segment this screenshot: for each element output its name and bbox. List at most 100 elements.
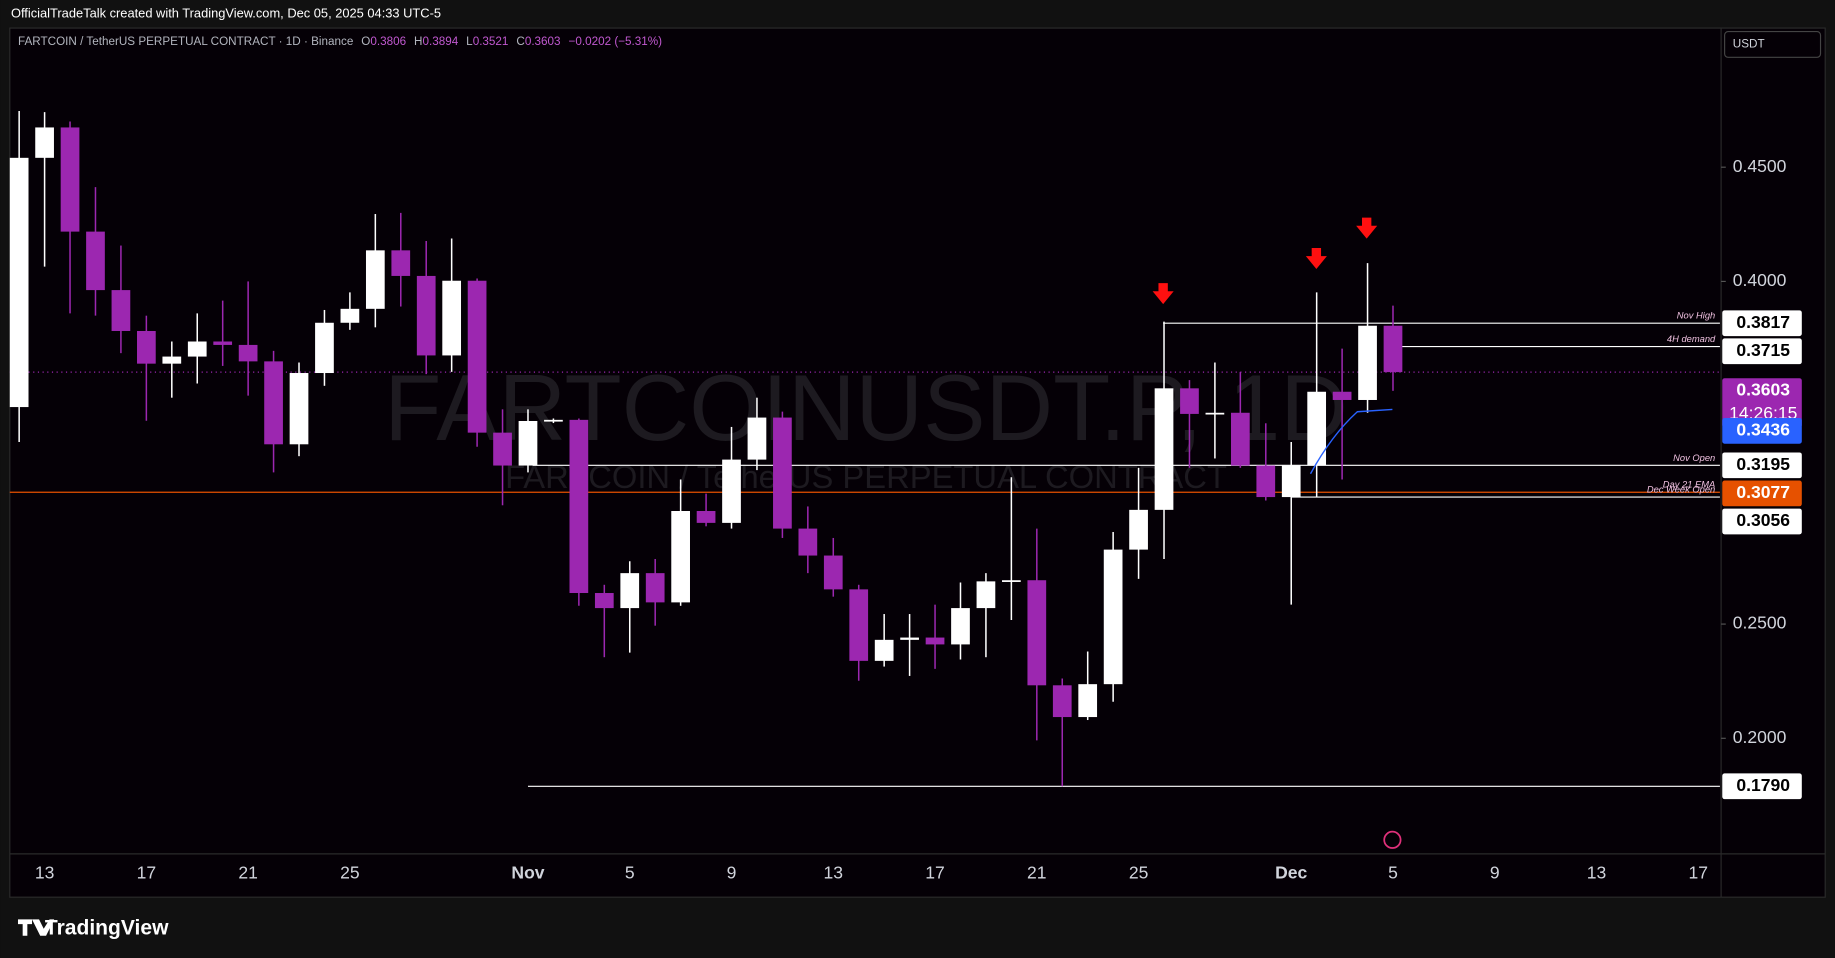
legend-change: −0.0202 (−5.31%) <box>569 35 663 48</box>
price-label: 0.3077 <box>1736 482 1790 502</box>
candle-body <box>1205 412 1225 415</box>
price-label-box <box>1722 480 1802 507</box>
x-tick-label: 9 <box>1490 862 1500 882</box>
candle-body <box>111 290 131 331</box>
candle-body <box>594 593 614 609</box>
price-label-box <box>1722 378 1802 428</box>
candle-body <box>1103 549 1123 685</box>
x-tick-label: 13 <box>35 862 55 882</box>
candle-body <box>493 432 512 466</box>
legend-value: 0.3603 <box>525 35 561 48</box>
header-text: OfficialTradeTalk created with TradingVi… <box>11 5 441 20</box>
arrow <box>1305 247 1327 270</box>
candle-body <box>1332 391 1352 400</box>
y-tick-label: 0.4500 <box>1733 156 1787 176</box>
candle-body <box>467 280 487 433</box>
plot-area: 0.4500 0.4000 0.2500 0.2000 13 17 21 25 Nov 5 9 13 1… <box>9 110 1802 882</box>
legend-label: L <box>466 35 473 48</box>
candle-body <box>1281 465 1301 498</box>
x-tick-label: Dec <box>1275 862 1307 882</box>
candle-body <box>1002 580 1021 582</box>
candle-body <box>416 275 436 356</box>
candle-body <box>1230 412 1250 466</box>
level-name: Dec Week Open <box>1647 485 1715 495</box>
chart-panel <box>9 27 1826 898</box>
price-label-box <box>1722 773 1802 800</box>
x-tick-label: 17 <box>137 862 157 882</box>
brand-logo <box>17 919 55 936</box>
x-tick-label: 21 <box>238 862 258 882</box>
price-label-box <box>1722 417 1802 444</box>
candle-body <box>289 373 309 445</box>
candle-body <box>773 417 792 529</box>
price-label-box <box>1722 338 1802 365</box>
brand: TradingView <box>45 916 169 939</box>
price-label-box <box>1722 310 1802 337</box>
candle-body <box>187 341 207 357</box>
price-label: 0.3195 <box>1736 454 1790 474</box>
candle-body <box>1052 685 1072 718</box>
watermark-subtitle: FARTCOIN / TetherUS PERPETUAL CONTRACT <box>505 458 1227 495</box>
candle-body <box>1154 388 1174 510</box>
y-tick-label: 0.4000 <box>1733 270 1787 290</box>
candle-body <box>747 417 767 460</box>
level-name: Nov Open <box>1673 453 1715 463</box>
y-tick-label: 0.2000 <box>1733 727 1787 747</box>
price-label-box <box>1722 452 1802 479</box>
x-tick-label: 5 <box>1388 862 1398 882</box>
candle-body <box>264 361 283 445</box>
candle-body <box>391 250 411 276</box>
candle-body <box>60 127 80 232</box>
price-label-box <box>1722 508 1802 535</box>
alert-icon[interactable] <box>1383 830 1402 849</box>
candle-body <box>315 322 334 374</box>
candle-body <box>976 581 996 609</box>
candle-body <box>137 330 156 364</box>
currency[interactable]: USDT <box>1733 38 1765 51</box>
candle-body <box>544 419 563 422</box>
candle-body <box>213 341 233 345</box>
candle-body <box>1358 325 1377 400</box>
legend-title: FARTCOIN / TetherUS PERPETUAL CONTRACT ·… <box>18 35 353 48</box>
candle-body <box>162 356 182 364</box>
candle-body <box>340 308 360 323</box>
x-tick-label: 17 <box>1689 862 1709 882</box>
ma-line <box>1309 408 1393 475</box>
candle-body <box>925 637 945 645</box>
x-tick-label: 21 <box>1027 862 1047 882</box>
price-label: 0.3715 <box>1736 340 1790 360</box>
candle-body <box>645 573 665 603</box>
candle-body <box>951 608 970 645</box>
candle-body <box>365 250 385 309</box>
candle-body <box>86 231 105 291</box>
legend: FARTCOIN / TetherUS PERPETUAL CONTRACT ·… <box>18 35 662 48</box>
price-label: 0.3603 <box>1736 380 1790 400</box>
candle-body <box>1027 580 1047 686</box>
candle-body <box>696 511 716 523</box>
candle-body <box>671 511 690 603</box>
legend-label: H <box>414 35 422 48</box>
candle-body <box>1129 509 1148 550</box>
x-tick-label: 17 <box>925 862 945 882</box>
price-label: 0.3817 <box>1736 312 1790 332</box>
x-tick-label: 25 <box>340 862 360 882</box>
legend-value: 0.3521 <box>473 35 509 48</box>
candle-body <box>1078 684 1098 718</box>
x-tick-label: 13 <box>1587 862 1607 882</box>
candle-body <box>722 459 741 523</box>
candle-body <box>823 555 843 590</box>
candle-body <box>1383 325 1403 373</box>
candle-body <box>900 637 919 640</box>
level-name: Day 21 EMA <box>1663 480 1715 490</box>
level-name: Nov High <box>1677 311 1715 321</box>
legend-label: C <box>516 35 524 48</box>
arrow <box>1356 217 1378 239</box>
candle-body <box>238 344 258 362</box>
currency-box[interactable] <box>1724 30 1822 58</box>
candle-body <box>849 589 869 661</box>
candle-body <box>1256 465 1276 498</box>
x-tick-label: 5 <box>625 862 635 882</box>
price-label: 0.3436 <box>1736 419 1790 439</box>
candle-body <box>620 573 640 609</box>
